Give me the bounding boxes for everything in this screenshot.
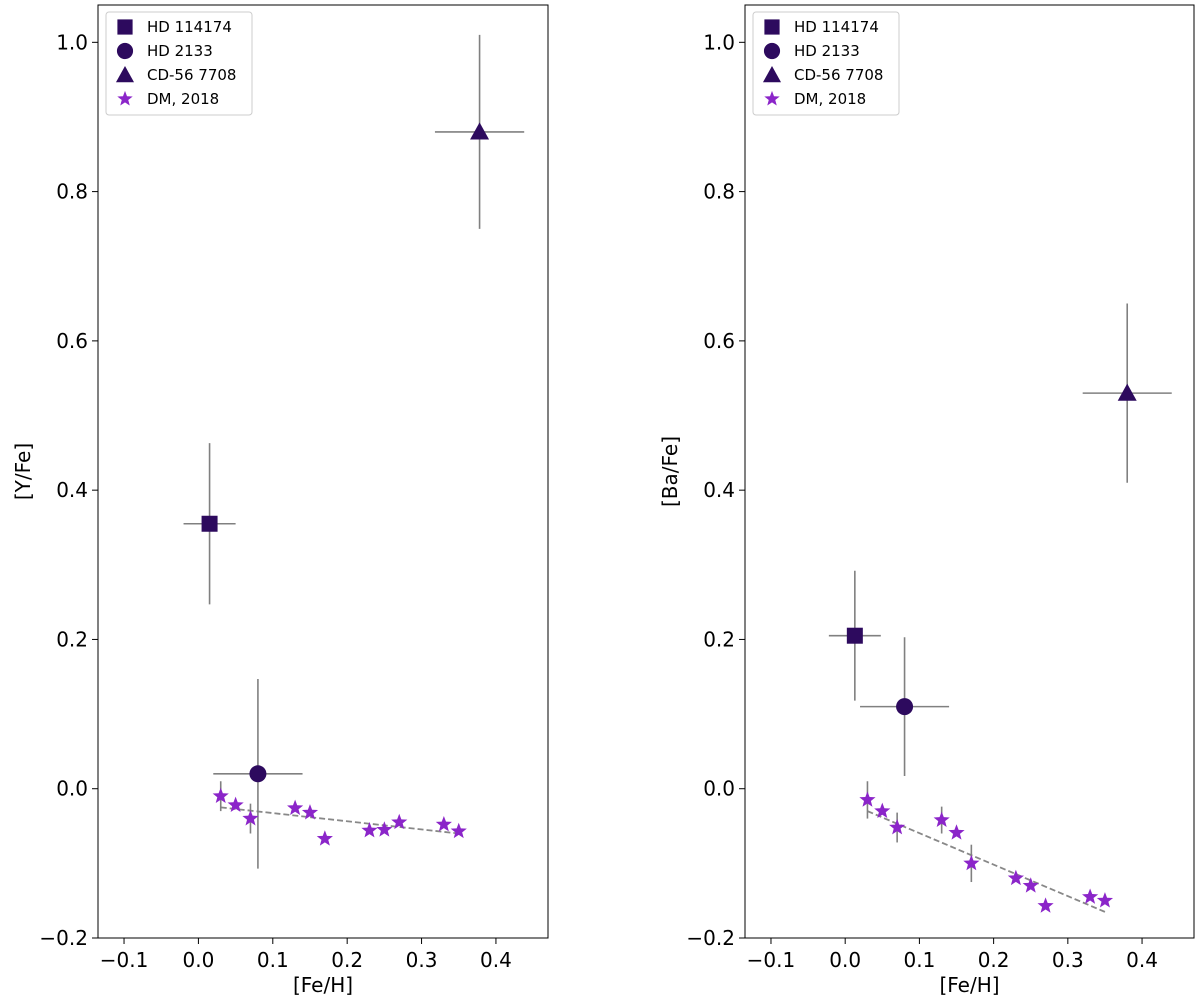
legend-marker-circle bbox=[116, 42, 134, 60]
data-point-star bbox=[301, 804, 319, 820]
x-axis-label: [Fe/H] bbox=[939, 973, 999, 997]
y-tick-label: 1.0 bbox=[56, 30, 88, 54]
x-tick-label: 0.3 bbox=[406, 948, 438, 972]
legend-marker-star bbox=[764, 90, 780, 106]
y-tick-label: −0.2 bbox=[39, 926, 88, 950]
y-tick-label: 0.6 bbox=[703, 329, 735, 353]
y-tick-label: 0.2 bbox=[703, 627, 735, 651]
y-tick-label: 0.0 bbox=[703, 777, 735, 801]
data-point-triangle bbox=[1117, 383, 1137, 401]
panel-ba-fe: −0.1 0.0 0.1 0.2 0.3 0.4 −0.2 0.0 0.2 0.4 0.6 0.8 1.… bbox=[658, 4, 1195, 997]
legend-marker-square bbox=[764, 19, 780, 35]
legend-label: HD 114174 bbox=[147, 18, 232, 36]
x-tick-label: −0.1 bbox=[747, 948, 796, 972]
data-point-star bbox=[316, 830, 333, 846]
data-point-star bbox=[874, 802, 891, 818]
legend-label: DM, 2018 bbox=[794, 90, 866, 108]
x-tick-label: 0.4 bbox=[1126, 948, 1158, 972]
x-tick-label: 0.1 bbox=[257, 948, 289, 972]
y-tick-label: 0.4 bbox=[703, 478, 735, 502]
data-point-star bbox=[1022, 877, 1039, 893]
y-axis-label: [Y/Fe] bbox=[11, 443, 35, 500]
y-tick-label: 1.0 bbox=[703, 30, 735, 54]
x-tick-label: 0.0 bbox=[183, 948, 215, 972]
x-tick-label: −0.1 bbox=[100, 948, 149, 972]
x-tick-label: 0.2 bbox=[978, 948, 1010, 972]
data-point-star bbox=[287, 799, 304, 815]
data-point-circle bbox=[896, 698, 914, 716]
data-point-star bbox=[963, 854, 980, 871]
legend-box bbox=[752, 11, 900, 116]
y-tick-label: 0.6 bbox=[56, 329, 88, 353]
y-tick-label: 0.8 bbox=[56, 180, 88, 204]
x-tick-label: 0.0 bbox=[829, 948, 861, 972]
x-tick-label: 0.3 bbox=[1052, 948, 1084, 972]
y-tick-label: 0.8 bbox=[703, 180, 735, 204]
data-point-star bbox=[227, 796, 244, 813]
data-point-star bbox=[242, 810, 259, 826]
data-point-star bbox=[450, 822, 467, 839]
data-point-star bbox=[361, 822, 378, 838]
data-point-star bbox=[435, 816, 452, 832]
data-point-triangle bbox=[470, 122, 490, 140]
legend-label: HD 2133 bbox=[147, 42, 213, 60]
data-point-star bbox=[391, 813, 408, 830]
y-tick-label: 0.2 bbox=[56, 627, 88, 651]
legend-marker-star bbox=[117, 90, 133, 106]
y-axis-label: [Ba/Fe] bbox=[658, 436, 682, 507]
data-point-star bbox=[1007, 869, 1024, 886]
data-point-star bbox=[933, 811, 950, 827]
x-axis-label: [Fe/H] bbox=[293, 973, 353, 997]
axes-frame bbox=[97, 4, 549, 939]
y-tick-label: 0.0 bbox=[56, 777, 88, 801]
fit-line bbox=[220, 806, 459, 835]
legend-label: CD-56 7708 bbox=[794, 66, 883, 84]
x-tick-label: 0.1 bbox=[903, 948, 935, 972]
fit-line bbox=[867, 810, 1106, 913]
y-tick-label: −0.2 bbox=[686, 926, 735, 950]
x-tick-label: 0.2 bbox=[331, 948, 363, 972]
legend-marker-square bbox=[117, 19, 133, 35]
data-point-star bbox=[212, 787, 229, 804]
data-point-star bbox=[948, 824, 965, 840]
legend-marker-circle bbox=[763, 42, 781, 60]
data-point-star bbox=[1096, 892, 1114, 908]
data-point-star bbox=[1082, 888, 1099, 904]
axes-frame bbox=[744, 4, 1195, 939]
data-point-star bbox=[376, 821, 393, 837]
data-point-circle bbox=[249, 765, 267, 783]
y-tick-label: 0.4 bbox=[56, 478, 88, 502]
legend-marker-triangle bbox=[115, 65, 135, 83]
data-point-square bbox=[201, 515, 218, 532]
data-point-square bbox=[846, 627, 863, 644]
legend-label: HD 114174 bbox=[794, 18, 879, 36]
data-point-star bbox=[859, 791, 876, 807]
legend-label: CD-56 7708 bbox=[147, 66, 236, 84]
legend-label: DM, 2018 bbox=[147, 90, 219, 108]
legend-box bbox=[105, 11, 253, 116]
legend-marker-triangle bbox=[762, 65, 782, 83]
legend-label: HD 2133 bbox=[794, 42, 860, 60]
x-tick-label: 0.4 bbox=[480, 948, 512, 972]
panel-y-fe: −0.1 0.0 0.1 0.2 0.3 0.4 −0.2 0.0 0.2 0.4 0.6 0.8 1.… bbox=[11, 4, 549, 997]
data-point-star bbox=[889, 819, 906, 835]
data-point-star bbox=[1037, 897, 1054, 913]
